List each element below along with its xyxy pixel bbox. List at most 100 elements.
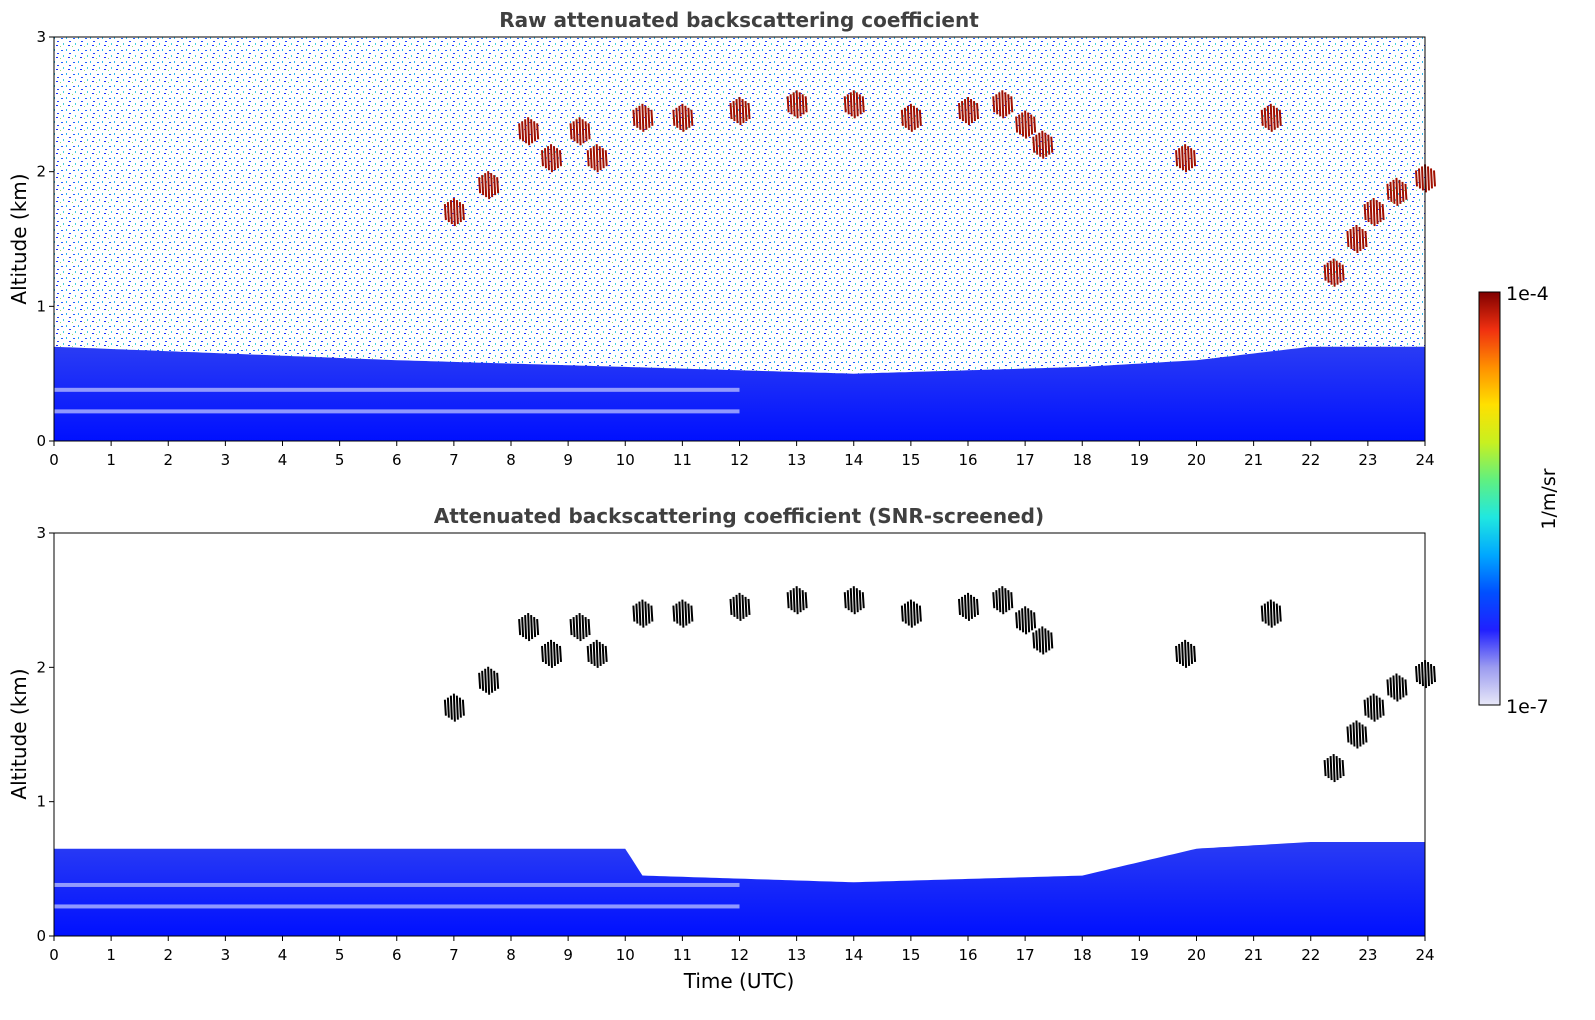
cloud-mark	[481, 175, 485, 196]
cloud-mark	[1263, 603, 1267, 624]
cloud-mark	[446, 202, 450, 223]
cloud-mark	[1346, 726, 1350, 743]
cloud-mark	[967, 592, 970, 621]
x-tick-label: 16	[958, 451, 977, 469]
cloud-mark	[1021, 112, 1025, 137]
x-tick-label: 23	[1358, 451, 1377, 469]
cloud-mark	[795, 90, 799, 119]
cloud-mark	[1184, 144, 1188, 173]
x-tick-label: 21	[1244, 451, 1263, 469]
cloud-mark	[1044, 628, 1048, 653]
panel-1-y-ticks: 0 1 2 3	[36, 28, 54, 450]
cloud-mark	[1004, 92, 1008, 117]
cloud-mark	[1190, 148, 1194, 169]
cloud-mark	[1427, 662, 1430, 687]
cloud-mark	[521, 616, 525, 638]
cloud-mark	[1421, 166, 1424, 191]
cloud-mark	[1038, 132, 1042, 157]
cloud-mark	[1369, 695, 1373, 720]
cloud-mark	[546, 641, 550, 666]
x-tick-label: 2	[163, 946, 173, 964]
x-tick-label: 5	[335, 451, 345, 469]
cloud-mark	[524, 119, 528, 144]
cloud-mark	[478, 177, 482, 194]
cloud-mark	[1010, 592, 1014, 609]
x-tick-label: 17	[1016, 451, 1035, 469]
x-tick-label: 24	[1415, 451, 1434, 469]
x-tick-label: 20	[1187, 946, 1206, 964]
cloud-mark	[1260, 109, 1264, 126]
cloud-mark	[1047, 630, 1051, 651]
cloud-mark	[1187, 146, 1191, 171]
cloud-mark	[635, 107, 639, 128]
cloud-mark	[1392, 179, 1396, 204]
cloud-mark	[858, 94, 862, 115]
colorbar-unit-label: 1/m/sr	[1538, 468, 1560, 529]
cloud-mark	[792, 588, 796, 613]
cloud-mark	[524, 614, 528, 640]
cloud-mark	[1041, 130, 1045, 159]
x-tick-label: 5	[335, 946, 345, 964]
y-tick-label: 1	[36, 297, 46, 315]
x-tick-label: 19	[1130, 451, 1149, 469]
cloud-mark	[632, 109, 636, 126]
cloud-mark	[461, 699, 465, 716]
cloud-mark	[1018, 610, 1022, 631]
cloud-mark	[1338, 758, 1342, 779]
cloud-mark	[446, 697, 450, 718]
cloud-mark	[449, 695, 453, 720]
cloud-mark	[443, 204, 447, 221]
cloud-mark	[1361, 724, 1365, 745]
cloud-mark	[452, 693, 456, 722]
cloud-mark	[681, 103, 685, 132]
x-tick-label: 22	[1301, 451, 1320, 469]
cloud-mark	[1352, 226, 1356, 252]
cloud-mark	[970, 99, 973, 124]
cloud-mark	[801, 94, 805, 115]
cloud-mark	[536, 123, 540, 140]
cloud-mark	[1030, 610, 1034, 631]
cloud-mark	[1349, 228, 1353, 250]
cloud-mark	[601, 643, 605, 664]
cloud-mark	[1341, 760, 1345, 777]
x-tick-label: 1	[106, 451, 116, 469]
cloud-mark	[992, 96, 996, 113]
cloud-mark	[912, 601, 916, 626]
cloud-mark	[586, 645, 590, 662]
cloud-mark	[1389, 181, 1393, 202]
cloud-mark	[1418, 168, 1421, 189]
cloud-mark	[906, 601, 910, 626]
cloud-mark	[858, 590, 862, 611]
cloud-mark	[903, 107, 907, 128]
cloud-mark	[789, 94, 793, 115]
cloud-mark	[650, 109, 654, 126]
cloud-mark	[798, 92, 802, 117]
cloud-mark	[976, 598, 979, 615]
cloud-mark	[1358, 722, 1362, 747]
cloud-mark	[555, 643, 559, 664]
cloud-mark	[1032, 136, 1036, 153]
cloud-mark	[558, 150, 562, 167]
cloud-mark	[1335, 260, 1339, 285]
cloud-mark	[973, 596, 976, 617]
x-tick-label: 24	[1415, 946, 1434, 964]
x-tick-label: 18	[1073, 946, 1092, 964]
cloud-mark	[1430, 168, 1433, 189]
cloud-mark	[1047, 134, 1051, 155]
cloud-mark	[967, 97, 970, 126]
raw-backscatter-panel: Raw attenuated backscattering coefficien…	[7, 8, 1436, 469]
x-tick-label: 2	[163, 451, 173, 469]
cloud-mark	[595, 639, 599, 668]
y-tick-label: 2	[36, 658, 46, 676]
x-tick-label: 13	[787, 451, 806, 469]
cloud-mark	[1352, 722, 1356, 747]
cloud-mark	[647, 603, 651, 624]
x-tick-label: 13	[787, 946, 806, 964]
cloud-mark	[1375, 695, 1379, 720]
cloud-mark	[443, 699, 447, 716]
cloud-mark	[641, 103, 645, 132]
cloud-mark	[490, 668, 494, 693]
cloud-mark	[687, 603, 691, 624]
cloud-mark	[915, 107, 919, 128]
